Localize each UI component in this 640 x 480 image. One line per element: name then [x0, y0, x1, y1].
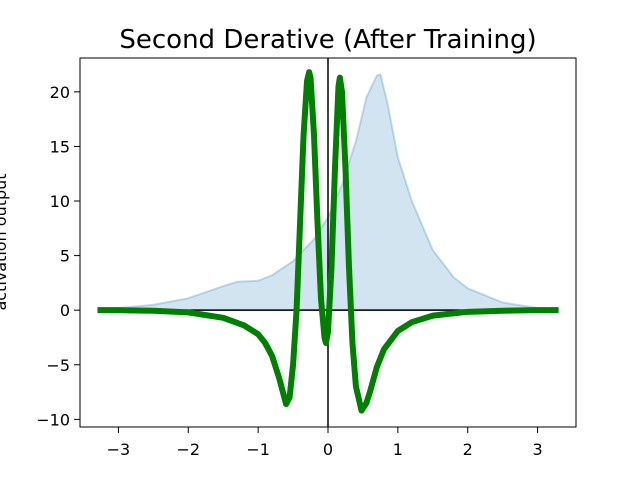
y-tick-label: 0 [60, 301, 70, 320]
x-tick-label: −2 [176, 440, 200, 459]
y-tick-label: 15 [50, 137, 70, 156]
y-tick-label: 10 [50, 192, 70, 211]
x-tick-label: −3 [107, 440, 131, 459]
chart-title: Second Derative (After Training) [119, 25, 536, 55]
y-tick-label: −5 [46, 356, 70, 375]
y-tick-label: 20 [50, 83, 70, 102]
x-tick-label: 2 [463, 440, 473, 459]
x-tick-label: −1 [246, 440, 270, 459]
y-tick-label: −10 [36, 410, 70, 429]
x-tick-label: 0 [323, 440, 333, 459]
y-axis-label: activation output [0, 173, 10, 310]
x-tick-label: 3 [532, 440, 542, 459]
x-tick-label: 1 [393, 440, 403, 459]
curve [97, 69, 559, 414]
y-tick-label: 5 [60, 247, 70, 266]
x-axis-label: activation input [265, 477, 390, 480]
